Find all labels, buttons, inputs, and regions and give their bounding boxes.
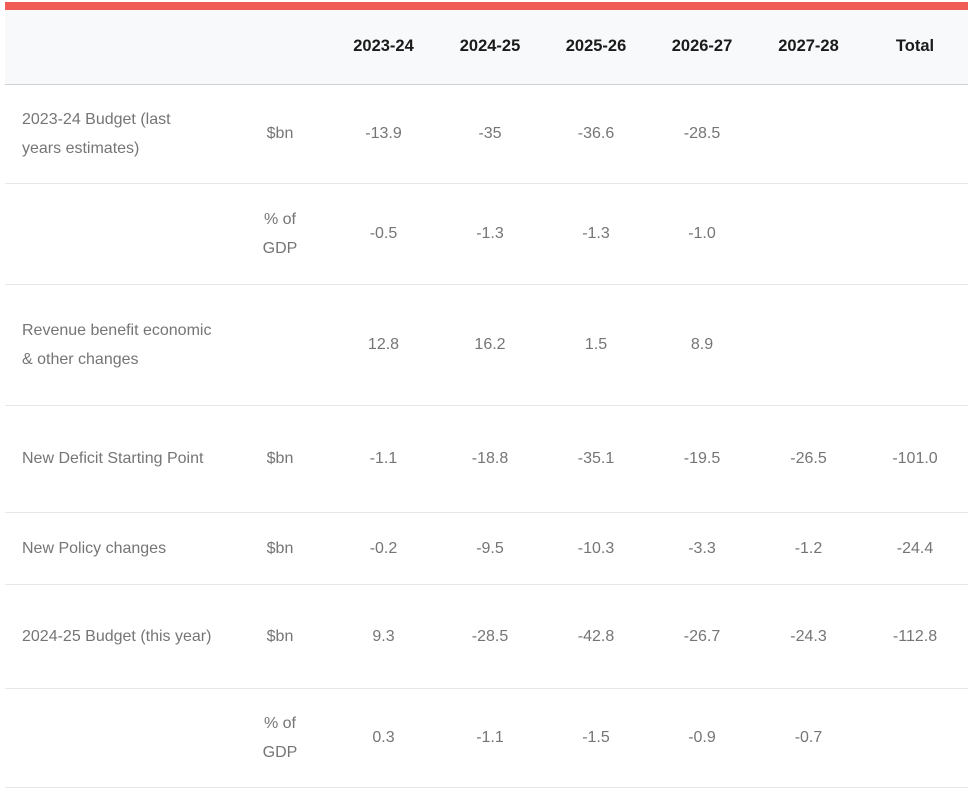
- value-cell: -0.9: [649, 688, 755, 788]
- value-cell: -1.3: [437, 183, 543, 285]
- col-header-unit: [230, 10, 330, 85]
- row-label: [5, 688, 230, 788]
- row-unit-text: $bn: [266, 539, 294, 557]
- row-unit: [230, 284, 330, 406]
- value-cell: 1.5: [543, 284, 649, 406]
- row-label: 2023-24 Budget (last years estimates): [5, 84, 230, 184]
- value-cell: -26.7: [649, 584, 755, 689]
- row-unit-text: $bn: [266, 450, 294, 467]
- row-label: Revenue benefit economic & other changes: [5, 284, 230, 406]
- row-unit: % of GDP: [230, 183, 330, 285]
- row-label: New Deficit Starting Point: [5, 405, 230, 513]
- row-unit: % of GDP: [230, 688, 330, 788]
- value-cell: 8.9: [649, 284, 755, 406]
- value-cell: [755, 84, 862, 184]
- budget-table-container: 2023-24 2024-25 2025-26 2026-27 2027-28 …: [5, 2, 968, 788]
- value-cell: -35: [437, 84, 543, 184]
- col-header-2024-25: 2024-25: [437, 10, 543, 85]
- table-row-new-policy-changes: New Policy changes $bn -0.2 -9.5 -10.3 -…: [5, 512, 968, 585]
- col-header-2027-28: 2027-28: [755, 10, 862, 85]
- value-cell: -0.7: [755, 688, 862, 788]
- row-label-text: 2024-25 Budget (this year): [22, 627, 212, 645]
- value-cell: -1.1: [330, 405, 437, 513]
- row-unit-text: $bn: [266, 125, 294, 142]
- table-row-this-year-budget-bn: 2024-25 Budget (this year) $bn 9.3 -28.5…: [5, 584, 968, 689]
- row-label: 2024-25 Budget (this year): [5, 584, 230, 689]
- row-unit-text: $bn: [266, 627, 294, 645]
- row-unit: $bn: [230, 84, 330, 184]
- value-cell: -112.8: [862, 584, 968, 689]
- value-cell: -19.5: [649, 405, 755, 513]
- header-row: 2023-24 2024-25 2025-26 2026-27 2027-28 …: [5, 10, 968, 85]
- value-cell: -26.5: [755, 405, 862, 513]
- row-unit-text: % of GDP: [262, 714, 298, 761]
- row-label-text: 2023-24 Budget (last years estimates): [22, 110, 171, 157]
- value-cell: [862, 688, 968, 788]
- row-label-text: Revenue benefit economic & other changes: [22, 321, 212, 368]
- row-unit: $bn: [230, 405, 330, 513]
- value-cell: -9.5: [437, 512, 543, 585]
- value-cell: -13.9: [330, 84, 437, 184]
- value-cell: 12.8: [330, 284, 437, 406]
- value-cell: -36.6: [543, 84, 649, 184]
- value-cell: -101.0: [862, 405, 968, 513]
- col-header-2026-27: 2026-27: [649, 10, 755, 85]
- value-cell: -1.1: [437, 688, 543, 788]
- accent-top-bar: [5, 2, 968, 10]
- table-row-this-year-budget-pct-gdp: % of GDP 0.3 -1.1 -1.5 -0.9 -0.7: [5, 688, 968, 788]
- budget-table: 2023-24 2024-25 2025-26 2026-27 2027-28 …: [5, 10, 968, 788]
- value-cell: -3.3: [649, 512, 755, 585]
- value-cell: -1.2: [755, 512, 862, 585]
- table-body: 2023-24 Budget (last years estimates) $b…: [5, 84, 968, 788]
- row-label: New Policy changes: [5, 512, 230, 585]
- value-cell: -24.3: [755, 584, 862, 689]
- value-cell: [755, 284, 862, 406]
- value-cell: 9.3: [330, 584, 437, 689]
- table-row-revenue-benefit: Revenue benefit economic & other changes…: [5, 284, 968, 406]
- col-header-total: Total: [862, 10, 968, 85]
- value-cell: -10.3: [543, 512, 649, 585]
- value-cell: -1.3: [543, 183, 649, 285]
- table-header: 2023-24 2024-25 2025-26 2026-27 2027-28 …: [5, 10, 968, 85]
- row-label-text: New Deficit Starting Point: [22, 450, 204, 467]
- row-unit-text: % of GDP: [262, 210, 298, 257]
- value-cell: [862, 84, 968, 184]
- value-cell: -42.8: [543, 584, 649, 689]
- value-cell: [755, 183, 862, 285]
- col-header-label: [5, 10, 230, 85]
- value-cell: -24.4: [862, 512, 968, 585]
- value-cell: -35.1: [543, 405, 649, 513]
- value-cell: -0.5: [330, 183, 437, 285]
- table-row-last-years-budget-bn: 2023-24 Budget (last years estimates) $b…: [5, 84, 968, 184]
- value-cell: -28.5: [437, 584, 543, 689]
- value-cell: [862, 183, 968, 285]
- value-cell: -1.0: [649, 183, 755, 285]
- table-row-last-years-budget-pct-gdp: % of GDP -0.5 -1.3 -1.3 -1.0: [5, 183, 968, 285]
- row-unit: $bn: [230, 584, 330, 689]
- row-label: [5, 183, 230, 285]
- value-cell: 16.2: [437, 284, 543, 406]
- value-cell: [862, 284, 968, 406]
- table-row-new-deficit-starting-point: New Deficit Starting Point $bn -1.1 -18.…: [5, 405, 968, 513]
- value-cell: -18.8: [437, 405, 543, 513]
- col-header-2023-24: 2023-24: [330, 10, 437, 85]
- row-unit: $bn: [230, 512, 330, 585]
- row-label-text: New Policy changes: [22, 539, 167, 557]
- col-header-2025-26: 2025-26: [543, 10, 649, 85]
- value-cell: -28.5: [649, 84, 755, 184]
- value-cell: 0.3: [330, 688, 437, 788]
- value-cell: -0.2: [330, 512, 437, 585]
- value-cell: -1.5: [543, 688, 649, 788]
